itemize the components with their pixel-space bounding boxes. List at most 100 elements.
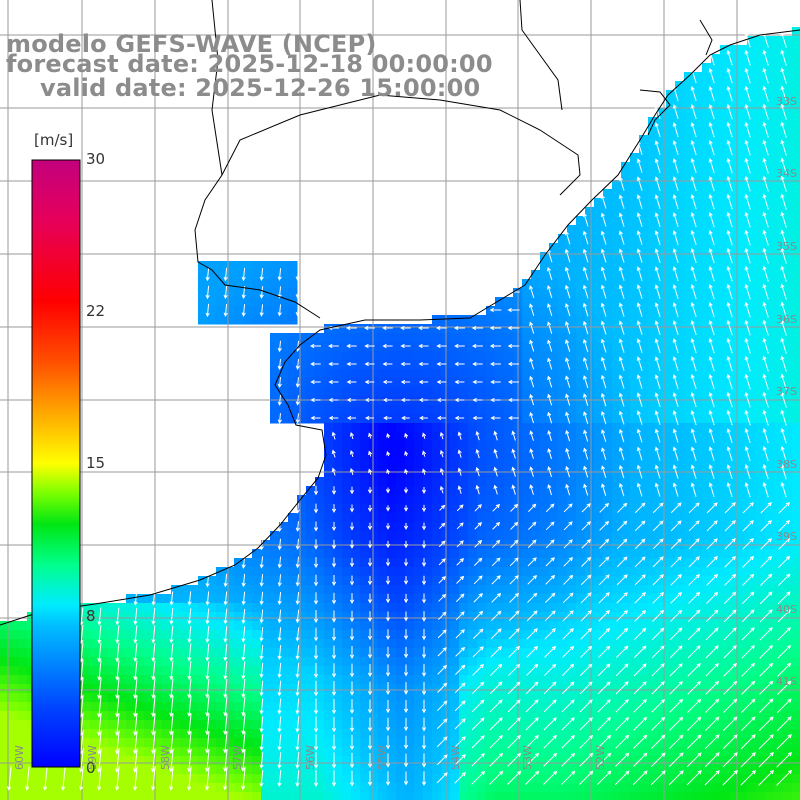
wind-speed-cell [540,747,550,757]
wind-arrow [507,325,520,331]
wind-speed-cell [711,513,721,523]
wind-speed-cell [576,603,586,613]
wind-speed-cell [612,450,622,460]
wind-speed-cell [180,621,190,631]
wind-speed-cell [639,783,649,793]
wind-speed-cell [423,387,433,397]
wind-speed-cell [297,648,307,658]
wind-speed-cell [612,594,622,604]
wind-speed-cell [639,252,649,262]
wind-speed-cell [369,603,379,613]
wind-speed-cell [324,531,334,541]
wind-speed-cell [738,549,748,559]
wind-speed-cell [486,477,496,487]
wind-speed-cell [378,729,388,739]
wind-speed-cell [612,639,622,649]
wind-speed-cell [702,333,712,343]
wind-speed-cell [432,675,442,685]
wind-speed-cell [522,288,532,298]
wind-arrow [654,176,661,191]
wind-speed-cell [666,405,676,415]
wind-speed-cell [531,432,541,442]
wind-speed-cell [468,315,478,325]
wind-speed-cell [396,477,406,487]
wind-speed-cell [594,270,604,280]
wind-speed-cell [459,648,469,658]
wind-speed-cell [324,756,334,766]
wind-speed-cell [729,216,739,226]
wind-arrow [295,359,300,370]
wind-arrow [762,139,769,156]
wind-speed-cell [594,792,604,800]
wind-speed-cell [315,549,325,559]
wind-speed-cell [531,315,541,325]
wind-speed-cell [603,783,613,793]
wind-arrow [277,286,282,299]
wind-speed-cell [774,72,784,82]
wind-speed-cell [495,783,505,793]
wind-speed-cell [252,792,262,800]
wind-speed-cell [549,639,559,649]
wind-arrow [744,193,751,210]
wind-speed-cell [711,405,721,415]
wind-speed-cell [360,603,370,613]
wind-speed-cell [738,522,748,532]
wind-speed-cell [585,270,595,280]
wind-speed-cell [0,666,10,676]
wind-speed-cell [306,360,316,370]
wind-speed-cell [477,585,487,595]
wind-speed-cell [450,693,460,703]
wind-speed-cell [774,720,784,730]
wind-speed-cell [324,468,334,478]
wind-speed-cell [405,648,415,658]
wind-speed-cell [720,180,730,190]
wind-arrow [475,430,480,441]
wind-speed-cell [621,657,631,667]
wind-speed-cell [630,423,640,433]
wind-speed-cell [531,486,541,496]
wind-speed-cell [558,585,568,595]
wind-speed-cell [666,585,676,595]
wind-speed-cell [603,639,613,649]
wind-speed-cell [621,495,631,505]
wind-speed-cell [774,495,784,505]
wind-arrow [672,266,679,282]
wind-speed-cell [576,333,586,343]
wind-arrow [618,266,625,281]
wind-speed-cell [549,684,559,694]
wind-speed-cell [675,432,685,442]
wind-speed-cell [711,171,721,181]
wind-speed-cell [621,783,631,793]
wind-speed-cell [459,324,469,334]
wind-speed-cell [765,36,775,46]
wind-speed-cell [99,666,109,676]
wind-speed-cell [522,702,532,712]
wind-arrow [295,413,300,424]
wind-speed-cell [774,756,784,766]
wind-speed-cell [558,234,568,244]
wind-speed-cell [792,324,800,334]
wind-speed-cell [531,369,541,379]
wind-speed-cell [738,630,748,640]
wind-speed-cell [783,243,793,253]
wind-speed-cell [81,747,91,757]
wind-speed-cell [666,261,676,271]
wind-speed-cell [783,252,793,262]
wind-arrow [744,211,751,228]
wind-speed-cell [333,432,343,442]
wind-speed-cell [603,522,613,532]
wind-speed-cell [297,792,307,800]
wind-speed-cell [279,594,289,604]
wind-speed-cell [729,693,739,703]
wind-speed-cell [351,414,361,424]
wind-speed-cell [261,666,271,676]
wind-speed-cell [639,639,649,649]
wind-speed-cell [558,756,568,766]
wind-speed-cell [549,441,559,451]
wind-arrow [690,157,697,174]
wind-speed-cell [666,639,676,649]
wind-speed-cell [522,324,532,334]
wind-speed-cell [459,639,469,649]
wind-speed-cell [774,225,784,235]
wind-speed-cell [585,261,595,271]
